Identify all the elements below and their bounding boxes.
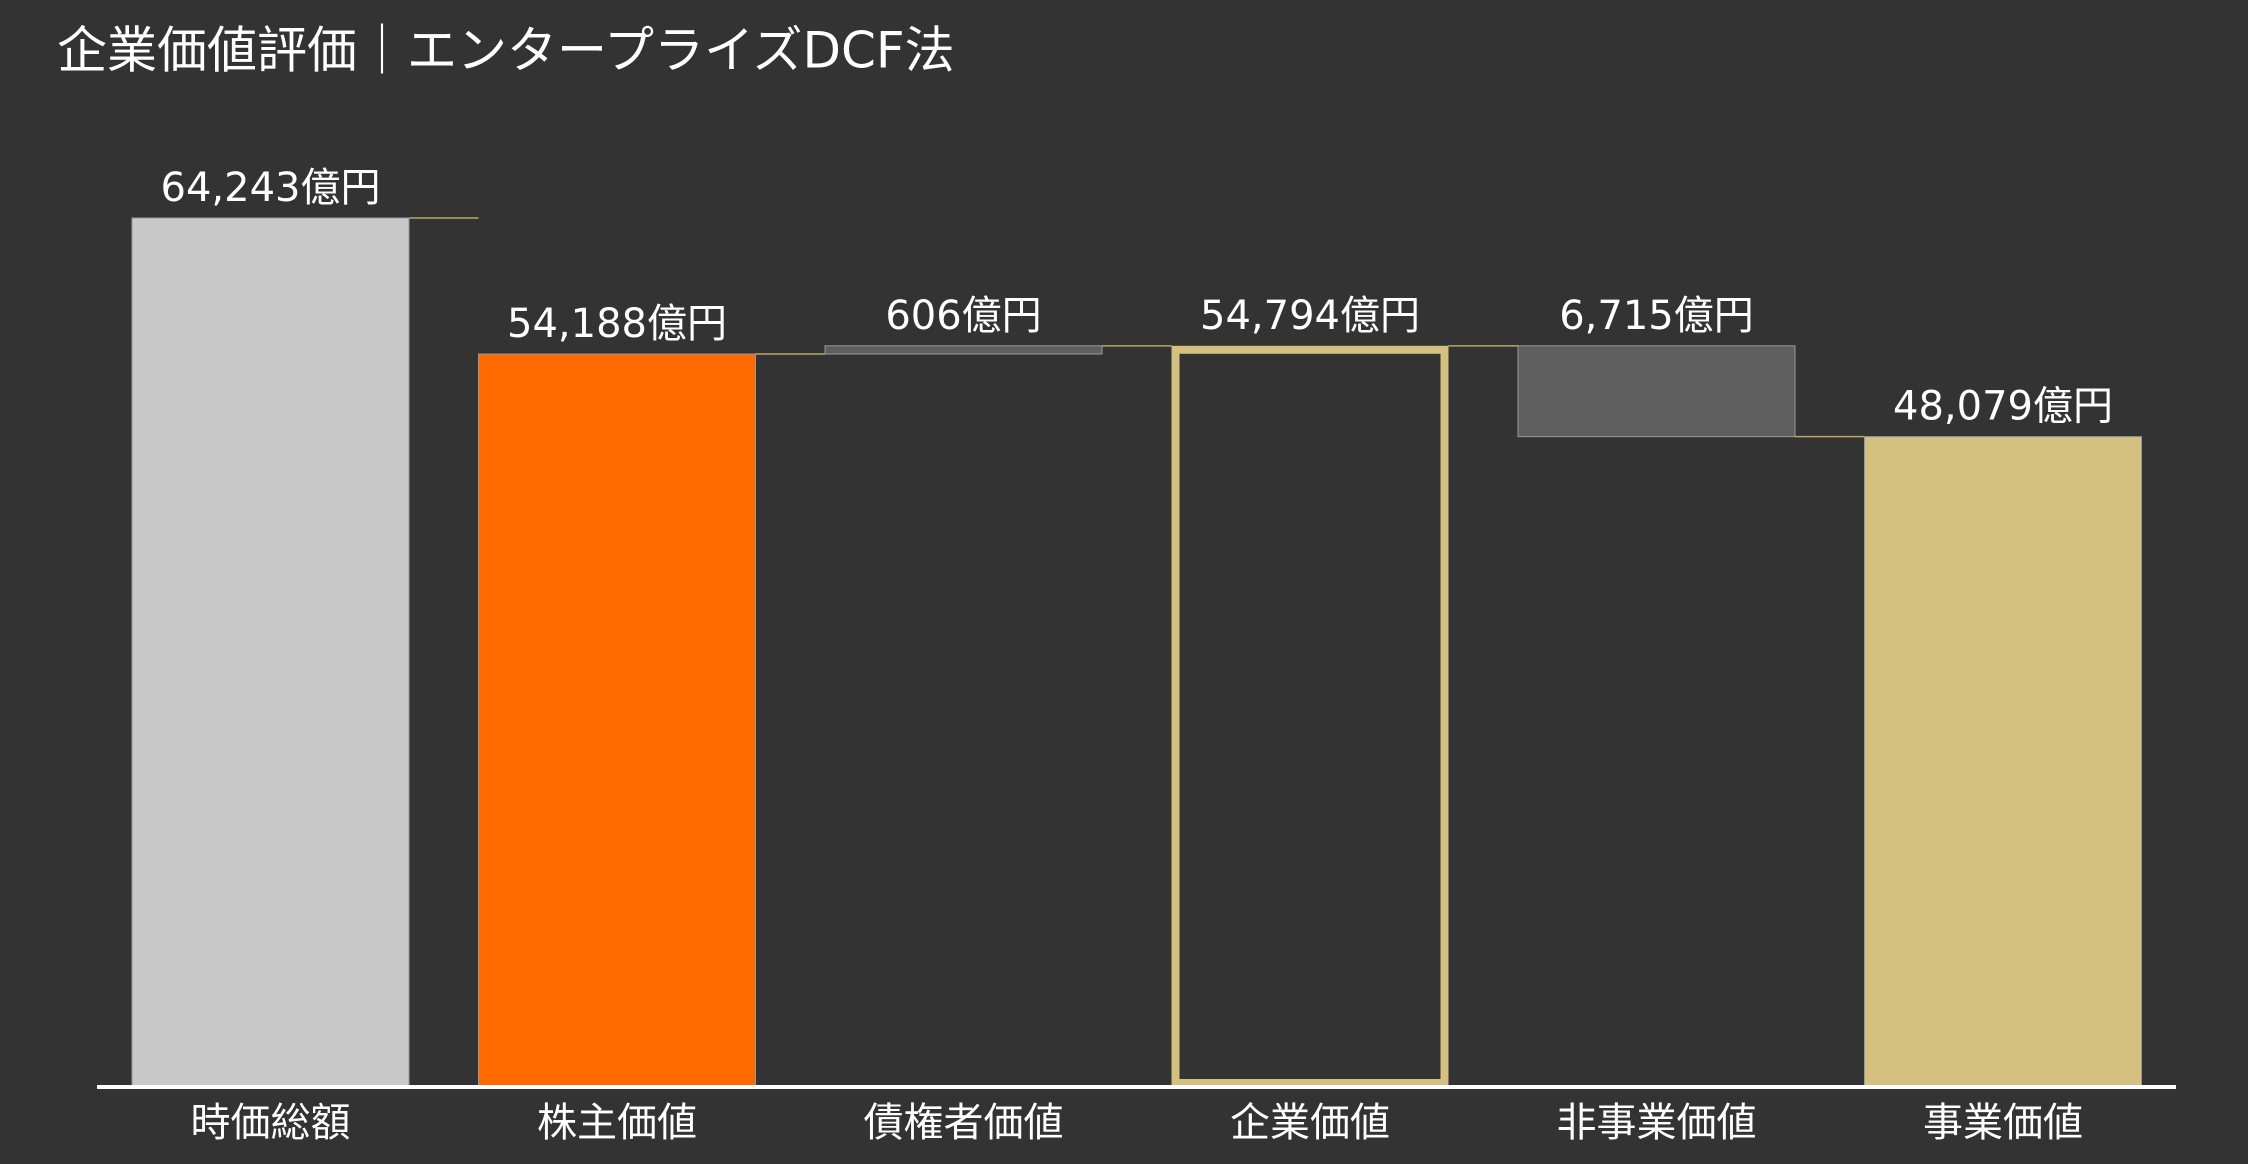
x-tick-label: 企業価値 — [1230, 1100, 1390, 1146]
x-tick-label: 時価総額 — [191, 1100, 351, 1146]
bar — [1171, 345, 1449, 1088]
bar — [1517, 345, 1796, 438]
bar — [824, 345, 1103, 355]
value-label: 48,079億円 — [1893, 384, 2113, 430]
value-label: 64,243億円 — [161, 165, 381, 211]
chart-title: 企業価値評価｜エンタープライズDCF法 — [57, 22, 955, 80]
x-tick-label: 非事業価値 — [1557, 1100, 1757, 1146]
bar — [131, 217, 410, 1088]
value-label: 606億円 — [885, 293, 1041, 339]
x-tick-label: 債権者価値 — [864, 1100, 1064, 1146]
x-tick-label: 株主価値 — [537, 1100, 697, 1146]
bar — [478, 353, 756, 1088]
value-label: 54,794億円 — [1200, 293, 1420, 339]
bar — [1864, 436, 2142, 1088]
value-label: 6,715億円 — [1559, 293, 1754, 339]
value-label: 54,188億円 — [507, 301, 727, 347]
x-tick-label: 事業価値 — [1923, 1100, 2083, 1146]
